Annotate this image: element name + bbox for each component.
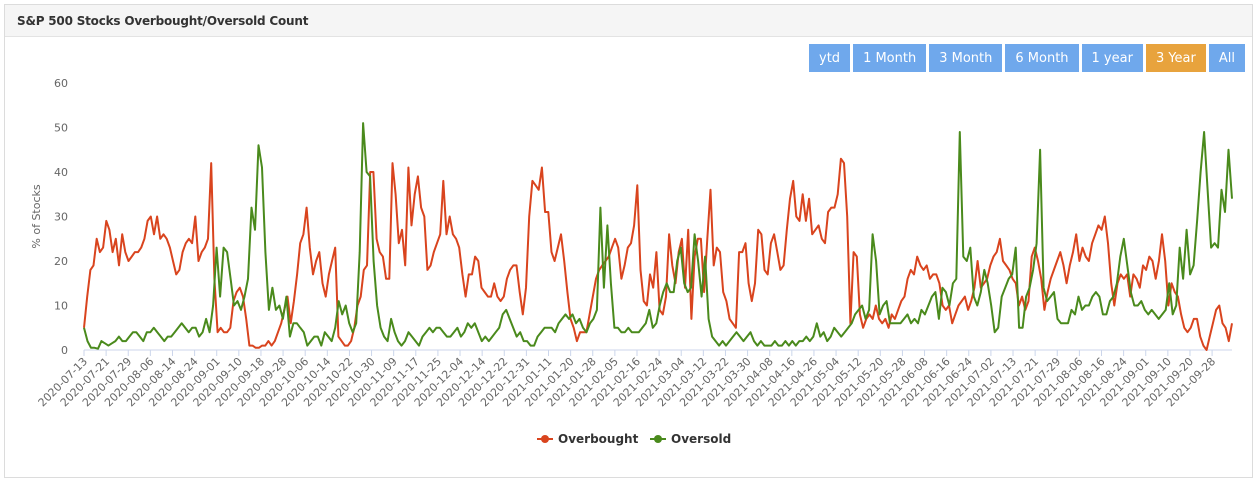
- legend-label-oversold[interactable]: Oversold: [671, 432, 731, 446]
- range-button-ytd[interactable]: ytd: [809, 44, 851, 72]
- panel-header: S&P 500 Stocks Overbought/Oversold Count: [5, 5, 1252, 37]
- y-tick-label: 40: [54, 166, 68, 179]
- series-line-oversold: [83, 122, 1233, 350]
- range-selector: ytd 1 Month 3 Month 6 Month 1 year 3 Year All: [809, 44, 1245, 72]
- y-tick-label: 30: [54, 211, 68, 224]
- y-axis-label: % of Stocks: [30, 184, 43, 248]
- y-tick-label: 50: [54, 122, 68, 135]
- legend-marker-oversold: [654, 435, 662, 443]
- range-button-6-month[interactable]: 6 Month: [1005, 44, 1079, 72]
- y-tick-label: 10: [54, 300, 68, 313]
- legend-label-overbought[interactable]: Overbought: [558, 432, 639, 446]
- panel-title: S&P 500 Stocks Overbought/Oversold Count: [17, 14, 309, 28]
- y-tick-label: 60: [54, 77, 68, 90]
- y-tick-label: 20: [54, 255, 68, 268]
- legend-marker-overbought: [541, 435, 549, 443]
- chart-panel: S&P 500 Stocks Overbought/Oversold Count: [4, 4, 1253, 478]
- range-button-3-month[interactable]: 3 Month: [929, 44, 1003, 72]
- range-button-all[interactable]: All: [1208, 44, 1245, 72]
- series-line-overbought: [83, 157, 1233, 351]
- y-tick-label: 0: [61, 344, 68, 357]
- range-button-1-year[interactable]: 1 year: [1081, 44, 1143, 72]
- range-button-3-year[interactable]: 3 Year: [1145, 44, 1206, 72]
- range-button-1-month[interactable]: 1 Month: [853, 44, 927, 72]
